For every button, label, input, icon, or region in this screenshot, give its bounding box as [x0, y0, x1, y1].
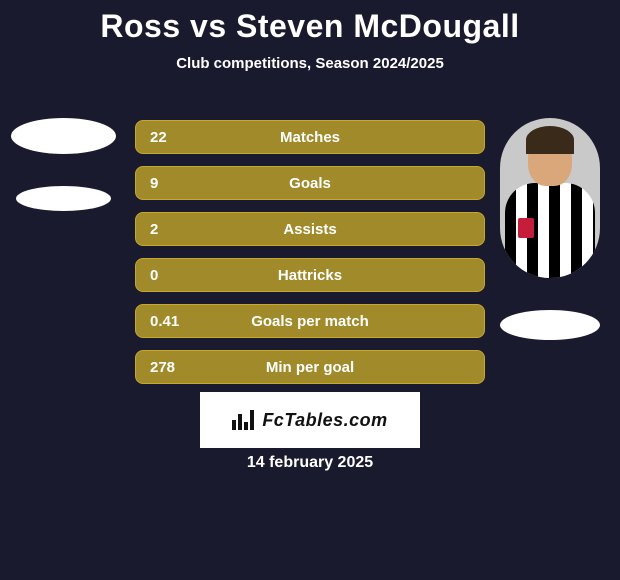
- stat-value: 0: [150, 267, 158, 284]
- bar-chart-icon: [232, 410, 256, 430]
- stat-value: 0.41: [150, 313, 179, 330]
- stat-label: Min per goal: [136, 359, 484, 376]
- stat-value: 278: [150, 359, 175, 376]
- stat-label: Assists: [136, 221, 484, 238]
- player-hair: [526, 126, 574, 154]
- stat-label: Hattricks: [136, 267, 484, 284]
- stat-row-goals: 9 Goals: [135, 166, 485, 200]
- stats-container: 22 Matches 9 Goals 2 Assists 0 Hattricks…: [135, 120, 485, 384]
- stat-value: 9: [150, 175, 158, 192]
- stat-row-gpm: 0.41 Goals per match: [135, 304, 485, 338]
- brand-text: FcTables.com: [262, 410, 387, 431]
- brand-watermark: FcTables.com: [200, 392, 420, 448]
- stat-row-matches: 22 Matches: [135, 120, 485, 154]
- stat-row-hattricks: 0 Hattricks: [135, 258, 485, 292]
- stat-label: Goals per match: [136, 313, 484, 330]
- left-player-silhouette-bottom: [16, 186, 111, 211]
- right-player-column: [495, 118, 605, 340]
- left-player-silhouette-top: [11, 118, 116, 154]
- stat-value: 22: [150, 129, 167, 146]
- right-player-photo: [500, 118, 600, 278]
- left-player-column: [8, 118, 118, 211]
- stat-row-mpg: 278 Min per goal: [135, 350, 485, 384]
- stat-value: 2: [150, 221, 158, 238]
- stat-row-assists: 2 Assists: [135, 212, 485, 246]
- jersey-badge: [518, 218, 534, 238]
- page-title: Ross vs Steven McDougall: [0, 0, 620, 45]
- date-label: 14 february 2025: [0, 454, 620, 472]
- right-player-oval: [500, 310, 600, 340]
- stat-label: Matches: [136, 129, 484, 146]
- subtitle: Club competitions, Season 2024/2025: [0, 55, 620, 72]
- stat-label: Goals: [136, 175, 484, 192]
